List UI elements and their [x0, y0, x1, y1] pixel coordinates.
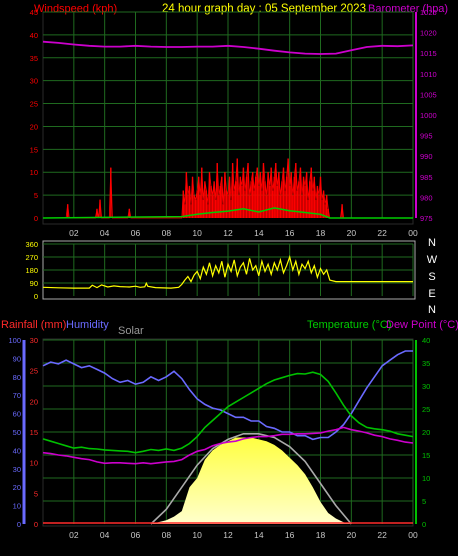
x-tick: 22 [377, 530, 387, 540]
rainfall-tick: 20 [30, 397, 38, 406]
x-tick: 08 [162, 228, 172, 238]
humidity-tick: 70 [13, 391, 21, 400]
temperature-tick: 5 [422, 497, 426, 506]
barometer-line [42, 40, 414, 55]
rainfall-tick: 0 [34, 520, 38, 529]
x-tick: 02 [69, 530, 79, 540]
x-tick: 22 [377, 228, 387, 238]
x-tick: 08 [162, 530, 172, 540]
barometer-tick: 1020 [420, 29, 437, 38]
humidity-tick: 100 [8, 336, 21, 345]
graph-title: 24 hour graph day : 05 September 2023 [162, 3, 366, 15]
humidity-tick: 50 [13, 428, 21, 437]
temperature-tick: 35 [422, 359, 430, 368]
direction-tick: 270 [25, 253, 38, 262]
compass-label: W [427, 254, 438, 266]
x-tick: 10 [192, 530, 202, 540]
windspeed-tick: 15 [30, 145, 38, 154]
compass-label: N [428, 237, 436, 249]
windspeed-tick: 0 [34, 214, 38, 223]
direction-tick: 0 [34, 292, 38, 301]
x-tick: 06 [131, 228, 141, 238]
direction-tick: 360 [25, 240, 38, 249]
humidity-tick: 30 [13, 465, 21, 474]
solar-axis-label: Solar [118, 325, 144, 337]
x-tick: 16 [285, 530, 295, 540]
windspeed-tick: 45 [30, 8, 38, 17]
barometer-tick: 990 [420, 152, 433, 161]
barometer-tick: 975 [420, 214, 433, 223]
windspeed-tick: 20 [30, 122, 38, 131]
dew-point-line [42, 426, 414, 465]
x-tick: 04 [100, 228, 110, 238]
humidity-tick: 0 [17, 520, 21, 529]
temperature-tick: 10 [422, 474, 430, 483]
windspeed-tick: 5 [34, 191, 38, 200]
solar-area [150, 437, 352, 524]
x-tick: 06 [131, 530, 141, 540]
humidity-tick: 90 [13, 354, 21, 363]
x-tick: 18 [316, 228, 326, 238]
barometer-tick: 1010 [420, 70, 437, 79]
temperature-tick: 15 [422, 451, 430, 460]
humidity-tick: 80 [13, 373, 21, 382]
compass-label: N [428, 304, 436, 316]
rainfall-tick: 10 [30, 459, 38, 468]
x-tick: 00 [408, 530, 418, 540]
temperature-tick: 40 [422, 336, 430, 345]
barometer-tick: 1000 [420, 111, 437, 120]
humidity-axis-label: Humidity [66, 319, 109, 331]
windspeed-tick: 40 [30, 31, 38, 40]
x-tick: 00 [408, 228, 418, 238]
humidity-line [42, 350, 413, 441]
x-tick: 02 [69, 228, 79, 238]
x-tick: 14 [254, 530, 264, 540]
x-tick: 20 [347, 530, 357, 540]
windspeed-tick: 35 [30, 54, 38, 63]
compass-label: E [428, 288, 435, 300]
wind-direction-line [42, 254, 413, 289]
compass-label: S [428, 271, 435, 283]
barometer-tick: 995 [420, 132, 433, 141]
rainfall-tick: 30 [30, 336, 38, 345]
barometer-tick: 1025 [420, 8, 437, 17]
windspeed-tick: 25 [30, 100, 38, 109]
temperature-tick: 25 [422, 405, 430, 414]
dew-point-axis-label: Dew Point (°C) [386, 319, 458, 331]
rainfall-tick: 15 [30, 428, 38, 437]
rainfall-axis-label: Rainfall (mm) [1, 319, 66, 331]
solar-max-line [150, 432, 352, 525]
barometer-tick: 1005 [420, 90, 437, 99]
humidity-tick: 40 [13, 446, 21, 455]
x-tick: 20 [347, 228, 357, 238]
temperature-axis-label: Temperature (°C) [307, 319, 391, 331]
x-tick: 14 [254, 228, 264, 238]
rainfall-tick: 5 [34, 489, 38, 498]
temperature-tick: 20 [422, 428, 430, 437]
windspeed-line [43, 158, 413, 219]
humidity-tick: 60 [13, 410, 21, 419]
windspeed-tick: 30 [30, 77, 38, 86]
temperature-tick: 0 [422, 520, 426, 529]
x-tick: 18 [316, 530, 326, 540]
humidity-tick: 20 [13, 483, 21, 492]
barometer-tick: 980 [420, 193, 433, 202]
barometer-tick: 985 [420, 173, 433, 182]
temperature-tick: 30 [422, 382, 430, 391]
x-tick: 10 [192, 228, 202, 238]
temperature-line [42, 371, 414, 454]
windspeed-tick: 10 [30, 168, 38, 177]
humidity-tick: 10 [13, 502, 21, 511]
gust-line [42, 207, 413, 219]
direction-tick: 90 [30, 279, 38, 288]
x-tick: 12 [223, 228, 233, 238]
x-tick: 16 [285, 228, 295, 238]
barometer-tick: 1015 [420, 49, 437, 58]
direction-tick: 180 [25, 266, 38, 275]
x-tick: 04 [100, 530, 110, 540]
x-tick: 12 [223, 530, 233, 540]
rainfall-tick: 25 [30, 367, 38, 376]
